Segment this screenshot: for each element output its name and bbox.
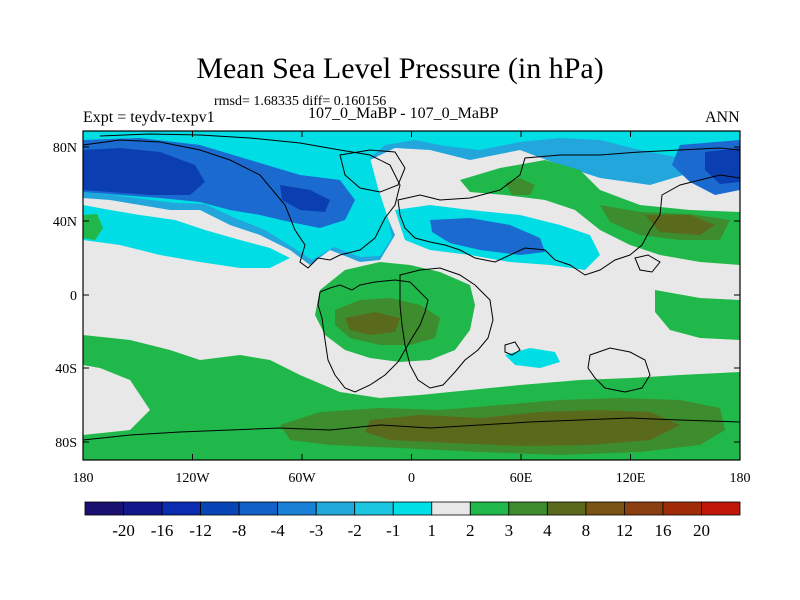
coast-antarctica: [83, 417, 740, 441]
field-darkgreen-north: [505, 178, 535, 195]
pressure-field: [83, 131, 740, 460]
coast-islands: [504, 254, 661, 356]
colorbar-label: -20: [112, 521, 135, 540]
lat-tick-label: 0: [70, 289, 77, 304]
colorbar-swatch: [392, 501, 433, 516]
colorbar-swatch: [546, 501, 587, 516]
lon-tick-label: 60E: [510, 471, 533, 486]
colorbar-swatch: [161, 501, 201, 516]
coastlines: [83, 133, 740, 441]
colorbar-swatch: [508, 501, 548, 516]
colorbar-label: 4: [543, 521, 552, 540]
colorbar-label: -16: [151, 521, 174, 540]
colorbar-label: 1: [428, 521, 437, 540]
colorbar-label: 2: [466, 521, 475, 540]
lat-tick-label: 80N: [53, 141, 77, 156]
coast-north-america: [83, 133, 401, 269]
field-deepblue-mid: [280, 185, 330, 212]
lon-tick-label: 180: [73, 471, 94, 486]
lat-tick-label: 40S: [55, 362, 77, 377]
lon-tick-label: 120E: [616, 471, 646, 486]
colorbar-swatch: [431, 501, 471, 516]
colorbar-swatch: [200, 501, 240, 516]
season-label: ANN: [705, 109, 740, 126]
lon-tick-label: 180: [730, 471, 751, 486]
lon-tick-label: 60W: [288, 471, 316, 486]
field-blue-eurasia: [430, 218, 545, 255]
colorbar-swatch: [354, 501, 394, 516]
lat-tick-label: 40N: [53, 215, 77, 230]
colorbar-swatch: [277, 501, 317, 516]
colorbar-swatch: [585, 501, 625, 516]
lat-tick-label: 80S: [55, 436, 77, 451]
field-olive-tropics: [345, 312, 400, 335]
field-deepblue-pacific: [83, 148, 205, 195]
comparison-label: 107_0_MaBP - 107_0_MaBP: [308, 105, 499, 122]
colorbar-swatch: [123, 501, 163, 516]
coast-south-america: [317, 279, 429, 393]
colorbar-label: -8: [232, 521, 246, 540]
colorbar-swatch: [701, 501, 741, 516]
lon-tick-label: 0: [408, 471, 415, 486]
field-cyan-west: [83, 205, 290, 268]
stats-text: rmsd= 1.68335 diff= 0.160156: [214, 94, 387, 109]
colorbar: -20 -16 -12 -8 -4 -3 -2 -1 1 2 3 4 8 12 16 20: [84, 501, 741, 540]
colorbar-label: -2: [348, 521, 362, 540]
colorbar-swatch: [315, 501, 356, 516]
axes: 80N 40N 0 40S 80S 180 120W 60W 0 60E 120E 180: [53, 131, 751, 486]
colorbar-label: -3: [309, 521, 323, 540]
coast-australia: [587, 347, 651, 393]
colorbar-swatch: [469, 501, 510, 516]
field-olive-asia: [645, 215, 715, 235]
lon-tick-label: 120W: [175, 471, 210, 486]
colorbar-label: 8: [582, 521, 591, 540]
colorbar-swatch: [662, 501, 702, 516]
colorbar-label: -4: [271, 521, 286, 540]
colorbar-label: 20: [693, 521, 710, 540]
colorbar-label: 16: [654, 521, 671, 540]
chart-title: Mean Sea Level Pressure (in hPa): [196, 52, 604, 85]
colorbar-label: -1: [386, 521, 400, 540]
field-cyan-south: [505, 348, 560, 368]
colorbar-swatch: [238, 501, 279, 516]
colorbar-label: 12: [616, 521, 633, 540]
colorbar-swatch: [624, 501, 664, 516]
experiment-label: Expt = teydv-texpv1: [83, 109, 215, 126]
coast-greenland: [339, 149, 406, 193]
coast-africa: [399, 267, 494, 389]
colorbar-label: 3: [505, 521, 514, 540]
colorbar-label: -12: [189, 521, 212, 540]
coast-eurasia: [397, 147, 740, 276]
field-green-eastpacific: [655, 290, 740, 340]
colorbar-swatch: [84, 501, 124, 516]
field-deepblue-east: [705, 148, 740, 184]
